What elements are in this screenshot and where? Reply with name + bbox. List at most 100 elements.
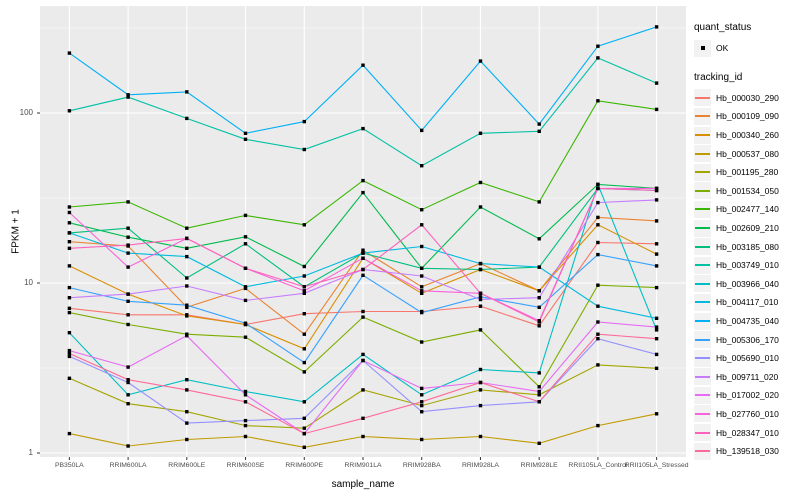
x-tick-label: RRIM928LE: [520, 462, 558, 469]
data-point-marker: [478, 295, 483, 299]
data-point-marker: [361, 309, 365, 314]
y-tick-label: 1: [28, 448, 33, 457]
data-point-marker: [126, 226, 130, 230]
x-tick-label: RRIM600LE: [168, 462, 206, 469]
data-point-marker: [67, 264, 72, 268]
data-point-marker: [478, 131, 483, 135]
x-tick-label: RRIM928BA: [402, 462, 441, 469]
data-point-marker: [243, 213, 248, 218]
legend-entry-Hb_000030_290: Hb_000030_290: [694, 89, 779, 108]
data-point-marker: [302, 147, 306, 152]
data-point-marker: [126, 292, 130, 296]
data-point-marker: [126, 380, 130, 385]
legend-line-swatch: [695, 96, 710, 99]
data-point-marker: [361, 178, 365, 183]
data-point-marker: [420, 128, 424, 133]
data-point-marker: [302, 400, 306, 404]
data-point-marker: [537, 385, 541, 389]
data-point-marker: [185, 236, 189, 241]
data-point-marker: [420, 310, 424, 315]
data-point-marker: [478, 267, 483, 272]
legend-key-box: [694, 126, 711, 144]
data-point-marker: [478, 297, 483, 302]
data-point-marker: [596, 186, 600, 191]
data-point-marker: [478, 403, 483, 408]
data-point-marker: [361, 190, 365, 195]
data-point-marker: [537, 129, 541, 133]
data-point-marker: [67, 221, 72, 225]
data-point-marker: [654, 81, 659, 85]
data-point-marker: [478, 434, 483, 439]
data-point-marker: [67, 348, 72, 353]
legend-key-box: [694, 368, 711, 386]
data-point-marker: [126, 313, 130, 317]
data-point-marker: [361, 63, 365, 67]
legend-label: Hb_002609_210: [716, 223, 779, 234]
legend-tracking-id-block: tracking_id Hb_000030_290 Hb_000109_090 Hb…: [694, 72, 779, 461]
data-point-marker: [478, 380, 483, 385]
data-point-marker: [361, 251, 365, 255]
data-point-marker: [420, 289, 424, 293]
data-point-marker: [302, 416, 306, 420]
data-point-marker: [67, 231, 72, 235]
data-point-marker: [67, 205, 72, 209]
legend-entry-Hb_000340_260: Hb_000340_260: [694, 126, 779, 145]
legend-key-box: [694, 39, 711, 57]
y-axis-title: FPKM + 1: [10, 209, 22, 254]
legend-label: Hb_004735_040: [716, 316, 779, 327]
data-point-marker: [243, 137, 248, 141]
data-point-marker: [361, 273, 365, 277]
legend-label: Hb_000030_290: [716, 92, 779, 103]
data-point-marker: [654, 352, 659, 357]
data-point-marker: [654, 198, 659, 202]
legend-entry-Hb_002609_210: Hb_002609_210: [694, 219, 779, 238]
data-point-marker: [67, 285, 72, 290]
data-point-marker: [361, 315, 365, 319]
legend-key-box: [694, 405, 711, 423]
data-point-marker: [596, 423, 600, 428]
data-point-marker: [596, 252, 600, 257]
data-point-marker: [537, 305, 541, 309]
legend-entry-Hb_004735_040: Hb_004735_040: [694, 312, 779, 331]
data-point-marker: [654, 188, 659, 193]
legend-entry-Hb_005690_010: Hb_005690_010: [694, 349, 779, 368]
y-tick-label: 100: [19, 108, 33, 117]
data-point-marker: [243, 321, 248, 325]
data-point-marker: [537, 389, 541, 394]
legend-label: Hb_005690_010: [716, 353, 779, 364]
data-point-marker: [596, 304, 600, 308]
data-point-marker: [596, 320, 600, 324]
legend-label: Hb_001195_280: [716, 167, 779, 178]
data-point-marker: [596, 182, 600, 187]
data-point-marker: [537, 371, 541, 375]
data-point-marker: [478, 261, 483, 266]
legend-line-swatch: [695, 431, 710, 434]
legend-line-swatch: [695, 338, 710, 341]
data-point-marker: [420, 410, 424, 414]
data-point-marker: [654, 337, 659, 341]
data-point-marker: [361, 358, 365, 363]
data-point-marker: [537, 200, 541, 204]
legend-entry-Hb_000537_080: Hb_000537_080: [694, 144, 779, 163]
legend-key-box: [694, 312, 711, 330]
data-point-marker: [654, 264, 659, 268]
data-point-marker: [596, 44, 600, 48]
data-point-marker: [67, 351, 72, 356]
y-tick-label: 10: [24, 278, 33, 287]
data-point-marker: [537, 237, 541, 241]
legend-entry-Hb_001534_050: Hb_001534_050: [694, 182, 779, 201]
data-point-marker: [420, 266, 424, 270]
data-point-marker: [420, 403, 424, 408]
legend-entry-Hb_001195_280: Hb_001195_280: [694, 163, 779, 182]
data-point-marker: [243, 235, 248, 239]
data-point-marker: [185, 334, 189, 338]
legend-entry-Hb_009711_020: Hb_009711_020: [694, 368, 779, 387]
data-point-marker: [361, 267, 365, 272]
data-point-marker: [420, 244, 424, 249]
data-point-marker: [67, 331, 72, 335]
legend-title-tracking-id: tracking_id: [694, 71, 743, 83]
data-point-marker: [596, 332, 600, 336]
data-point-marker: [420, 291, 424, 295]
legend-entry-Hb_004117_010: Hb_004117_010: [694, 293, 779, 312]
legend-key-box: [694, 107, 711, 125]
